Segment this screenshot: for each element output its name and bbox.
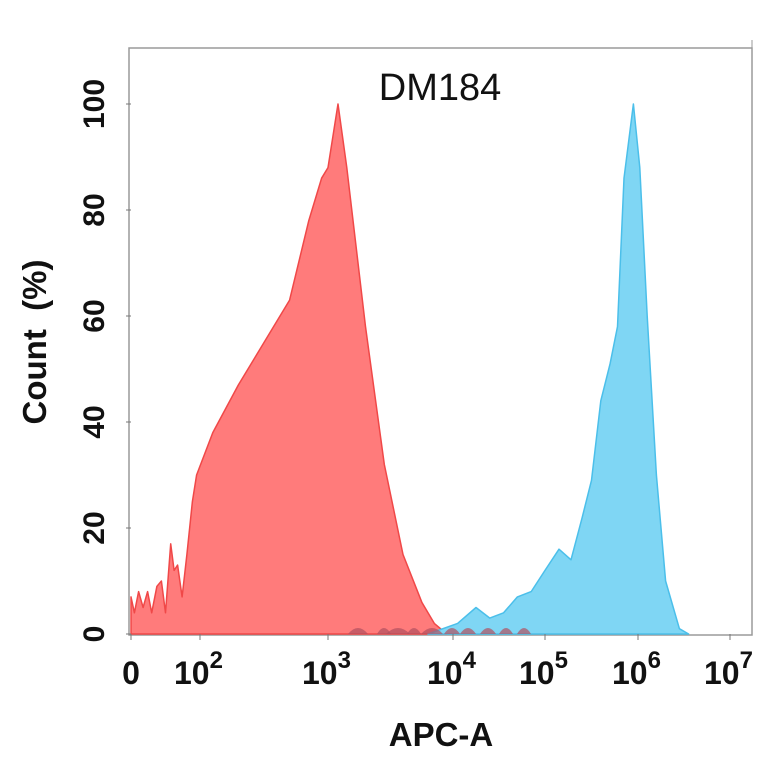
control-histogram — [130, 103, 448, 635]
chart-title: DM184 — [379, 67, 502, 109]
overlap-bump — [386, 628, 410, 634]
y-tick-label: 20 — [78, 511, 111, 544]
y-axis-ticks: 0 20 40 60 80 100 — [78, 79, 131, 642]
overlap-bump — [377, 628, 391, 634]
y-tick-label: 60 — [78, 299, 111, 332]
plot-frame — [128, 47, 753, 636]
y-axis-title: Count (%) — [16, 260, 53, 425]
y-tick-label: 80 — [78, 193, 111, 226]
x-axis-title: APC-A — [389, 716, 494, 753]
x-tick-label: 0 — [122, 655, 140, 691]
overlap-bump — [421, 628, 443, 634]
y-tick-label: 0 — [78, 626, 111, 643]
x-tick-label: 104 — [427, 647, 477, 691]
x-axis-ticks: 0 102 103 104 105 106 107 — [122, 634, 753, 691]
y-tick-label: 100 — [78, 79, 111, 129]
x-tick-label: 102 — [174, 647, 223, 691]
overlap-bump — [499, 628, 513, 634]
stained-histogram — [427, 103, 690, 635]
overlap-bump — [407, 628, 421, 634]
overlap-bump — [460, 628, 476, 634]
x-tick-label: 103 — [302, 647, 351, 691]
overlap-bump — [444, 628, 460, 634]
overlap-bump — [480, 628, 496, 634]
x-tick-label: 105 — [519, 647, 568, 691]
x-tick-label: 107 — [704, 647, 753, 691]
series-layer — [130, 103, 690, 635]
overlap-bump — [517, 628, 531, 634]
overlap-bumps — [348, 628, 531, 634]
overlap-bump — [348, 628, 368, 634]
y-tick-label: 40 — [78, 405, 111, 438]
x-tick-label: 106 — [612, 647, 661, 691]
